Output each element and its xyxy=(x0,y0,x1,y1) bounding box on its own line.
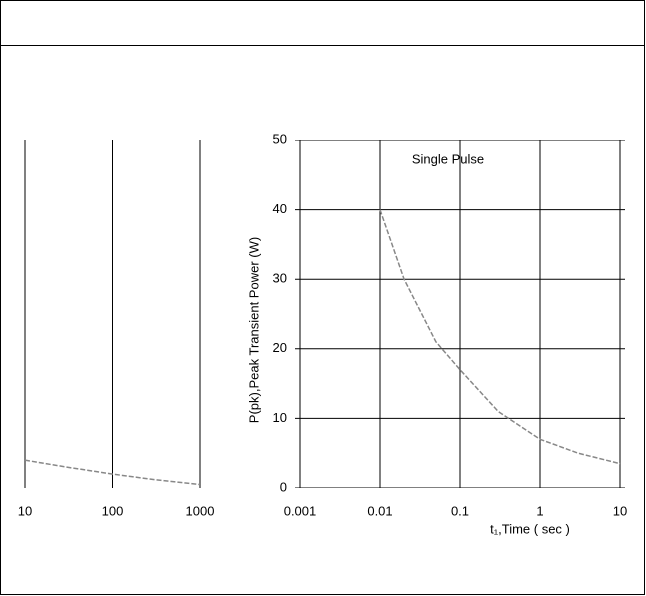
x-tick-label: 0.001 xyxy=(284,503,317,518)
x-tick-label: 1000 xyxy=(186,503,215,518)
plots: 10 100 1000 0.001 0.01 0.1 1 1001020304050Singl… xyxy=(18,131,627,536)
y-tick-label: 0 xyxy=(280,479,287,494)
y-tick-label: 20 xyxy=(273,340,287,355)
plot-area xyxy=(24,140,201,488)
x-tick-label: 100 xyxy=(102,503,124,518)
curve xyxy=(379,209,621,465)
x-tick-label: 10 xyxy=(613,503,627,518)
y-tick-label: 30 xyxy=(273,271,287,286)
x-tick-label: 10 xyxy=(18,503,32,518)
y-tick-label: 40 xyxy=(273,201,287,216)
x-tick-label: 0.1 xyxy=(451,503,469,518)
x-axis-label: t₁,Time ( sec ) xyxy=(490,521,570,536)
annotation: Single Pulse xyxy=(412,151,484,166)
y-axis-label: P(pk),Peak Transient Power (W) xyxy=(246,237,261,423)
plot-area xyxy=(295,140,625,488)
x-tick-label: 0.01 xyxy=(367,503,392,518)
y-tick-label: 10 xyxy=(273,410,287,425)
curve xyxy=(24,459,201,486)
x-tick-label: 1 xyxy=(536,503,543,518)
y-tick-label: 50 xyxy=(273,131,287,146)
